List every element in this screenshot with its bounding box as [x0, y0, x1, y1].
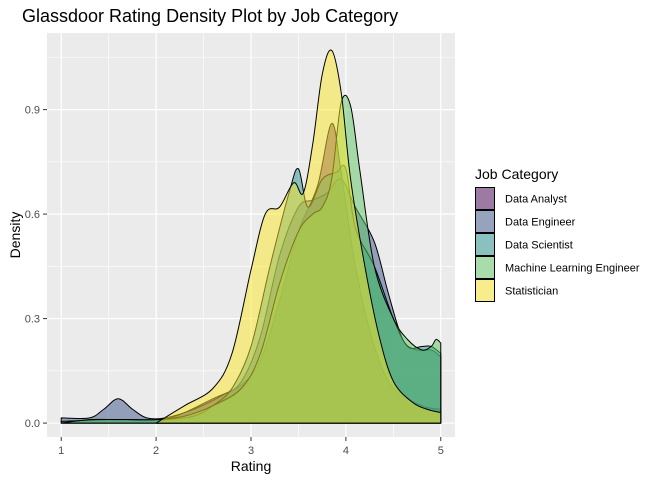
- legend: Job Category Data Analyst Data Engineer Da…: [475, 166, 640, 302]
- y-axis-title: Density: [7, 212, 23, 259]
- legend-key-statistician: [475, 279, 495, 302]
- x-tick-label: 4: [343, 445, 349, 457]
- x-tick-label: 3: [248, 445, 254, 457]
- x-tick-label: 5: [438, 445, 444, 457]
- legend-title: Job Category: [475, 166, 558, 182]
- y-tick-label: 0.3: [25, 314, 40, 326]
- chart-title: Glassdoor Rating Density Plot by Job Cat…: [22, 6, 398, 26]
- legend-key-machine-learning-engineer: [475, 256, 495, 279]
- density-area-statistician: [155, 49, 442, 424]
- legend-label-data-scientist: Data Scientist: [505, 240, 573, 252]
- legend-label-data-engineer: Data Engineer: [505, 217, 576, 229]
- x-axis-ticks: 1 2 3 4 5: [58, 437, 444, 457]
- legend-key-data-analyst: [475, 187, 495, 210]
- legend-label-statistician: Statistician: [505, 286, 558, 298]
- y-tick-label: 0.0: [25, 418, 40, 430]
- legend-label-machine-learning-engineer: Machine Learning Engineer: [505, 263, 640, 275]
- legend-label-data-analyst: Data Analyst: [505, 194, 567, 206]
- legend-key-data-engineer: [475, 210, 495, 233]
- y-tick-label: 0.6: [25, 209, 40, 221]
- y-axis-ticks: 0.0 0.3 0.6 0.9: [25, 105, 47, 430]
- y-tick-label: 0.9: [25, 105, 40, 117]
- x-tick-label: 1: [58, 445, 64, 457]
- legend-key-data-scientist: [475, 233, 495, 256]
- density-areas: [60, 49, 442, 424]
- x-axis-title: Rating: [231, 458, 271, 474]
- x-tick-label: 2: [153, 445, 159, 457]
